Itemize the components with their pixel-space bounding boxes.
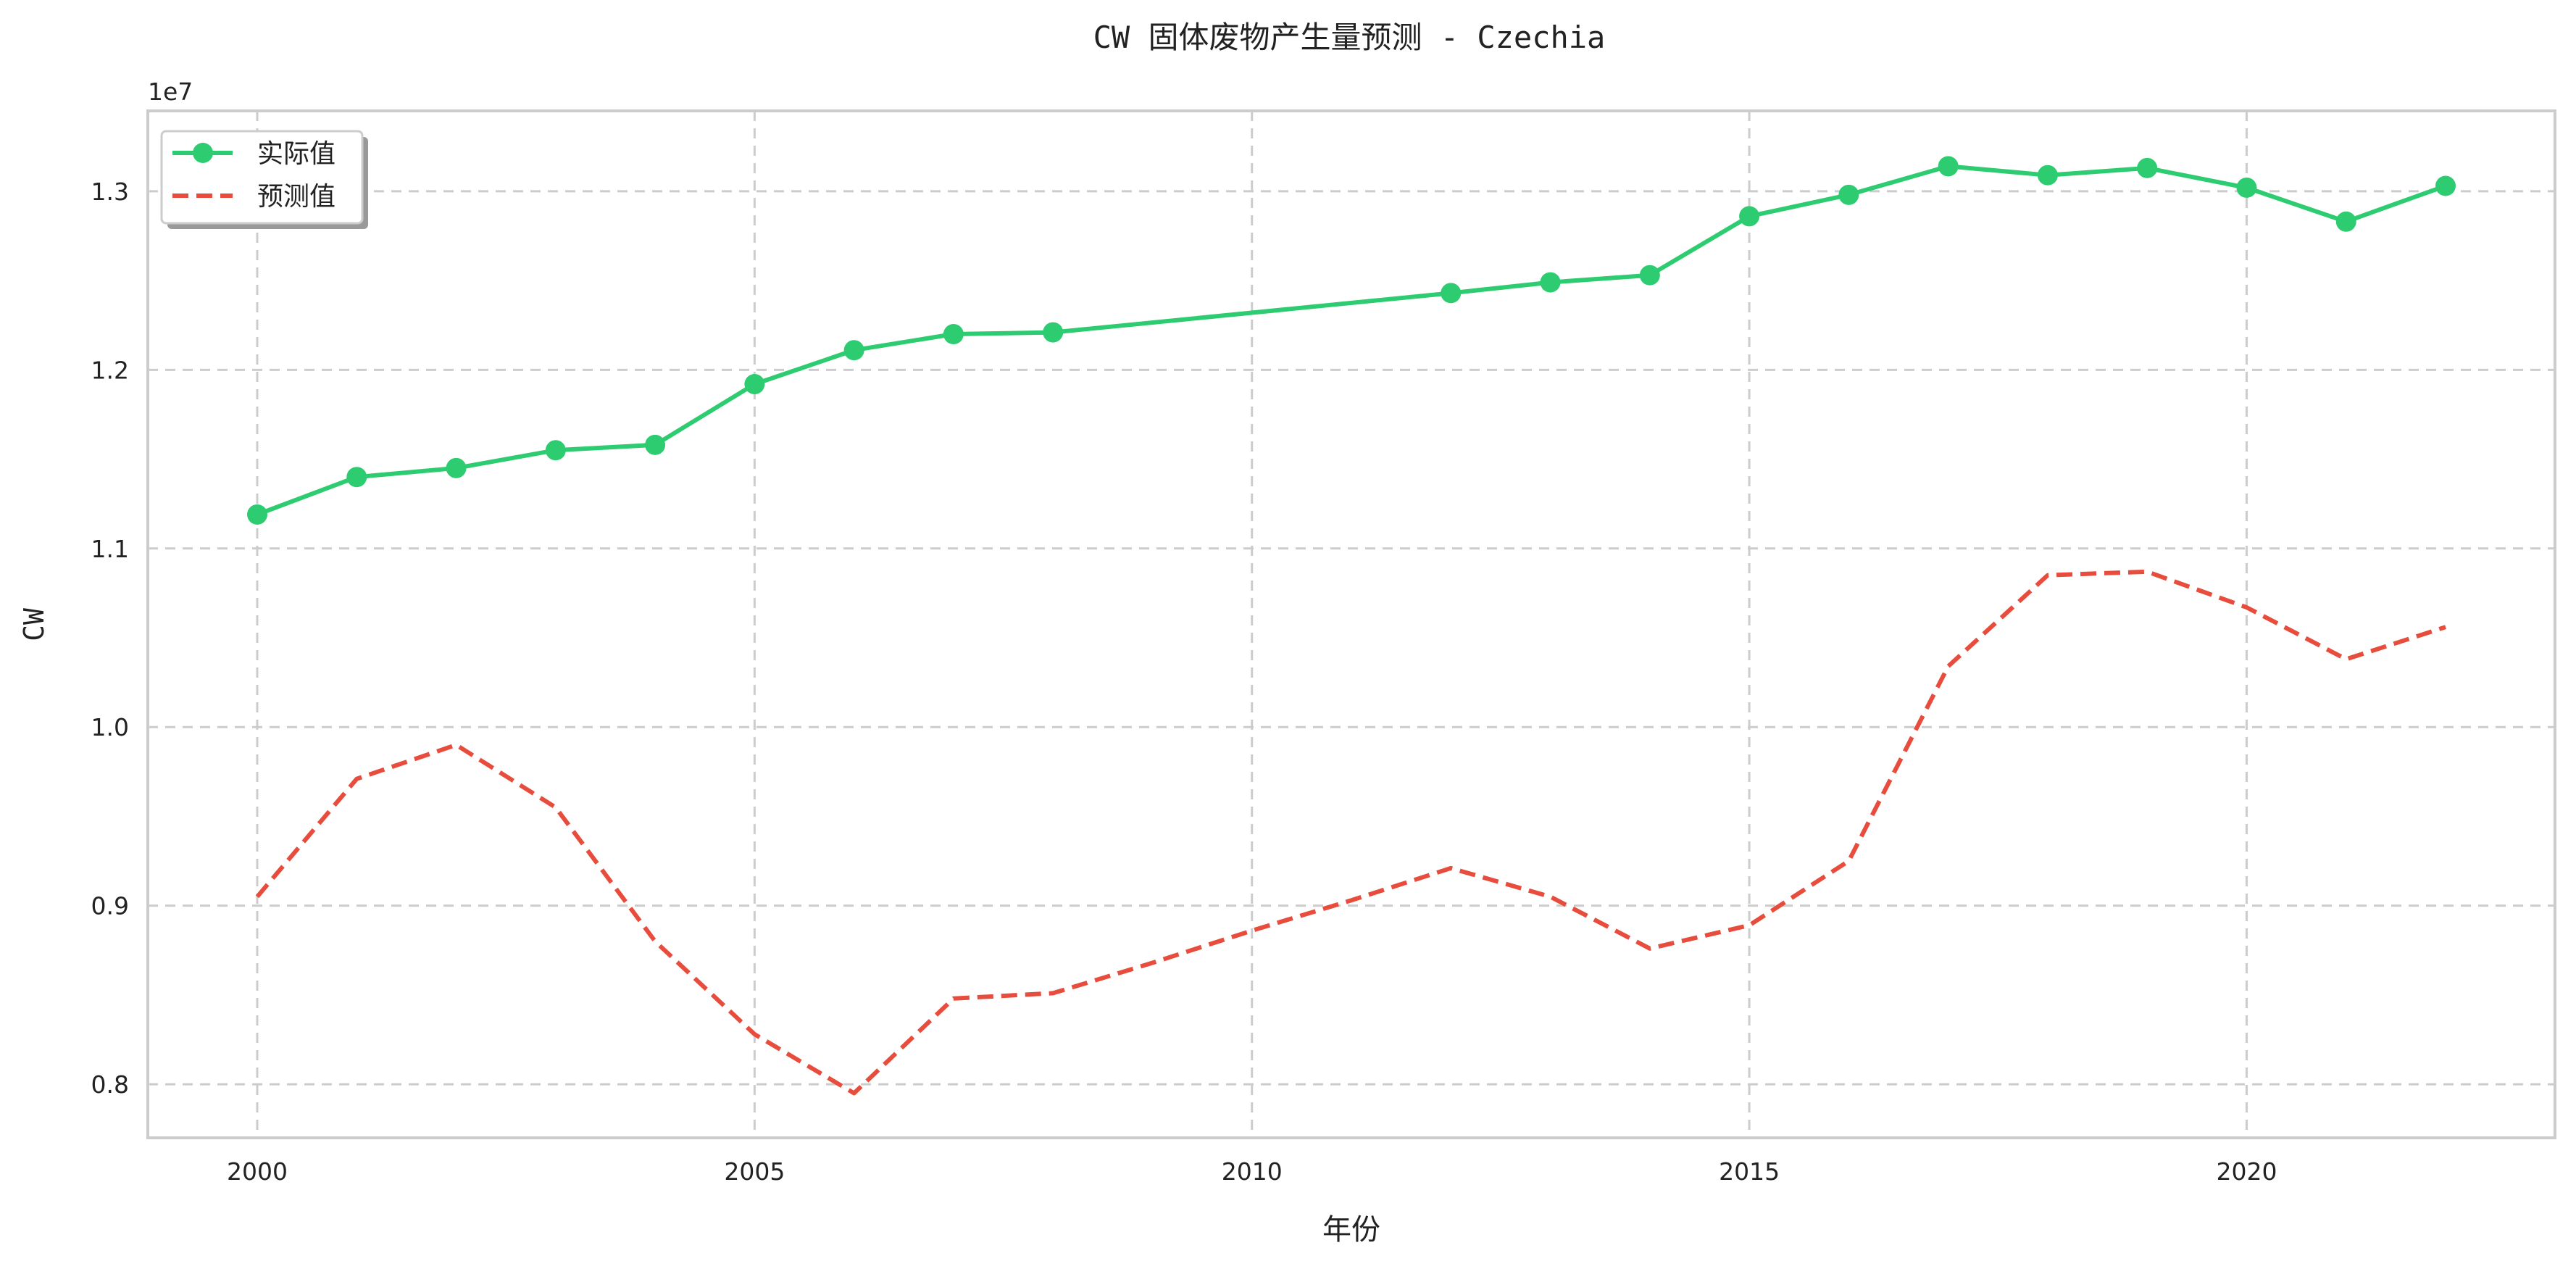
grid-layer — [148, 111, 2555, 1138]
series-0-point-0 — [247, 504, 267, 525]
y-tick-labels: 0.8 0.9 1.0 1.1 1.2 1.3 — [91, 178, 129, 1099]
series-0-point-12 — [1739, 206, 1760, 227]
x-tick-label-0: 2000 — [227, 1157, 288, 1186]
series-0-point-17 — [2236, 177, 2257, 198]
series-line-0 — [256, 164, 2447, 517]
series-0-point-11 — [1639, 265, 1660, 286]
series-0-point-8 — [1043, 322, 1064, 343]
legend-label-actual: 实际值 — [257, 139, 335, 169]
y-tick-label-4: 1.2 — [91, 356, 129, 384]
y-tick-label-5: 1.3 — [91, 178, 129, 206]
series-0-point-9 — [1441, 283, 1462, 304]
series-0-point-16 — [2137, 157, 2158, 178]
series-0-point-15 — [2037, 165, 2058, 186]
y-tick-label-2: 1.0 — [91, 713, 129, 741]
chart-title: CW 固体废物产生量预测 - Czechia — [1093, 20, 1606, 55]
series-0-point-1 — [346, 467, 367, 488]
x-axis-label: 年份 — [1322, 1213, 1380, 1247]
legend-label-forecast: 预测值 — [257, 182, 335, 212]
series-0-point-3 — [545, 440, 566, 461]
x-tick-label-4: 2020 — [2216, 1157, 2277, 1186]
plot-area — [146, 109, 2556, 1139]
x-tick-labels: 2000 2005 2010 2015 2020 — [227, 1157, 2277, 1186]
series-0-point-4 — [645, 434, 666, 455]
series-line-1 — [255, 569, 2446, 1096]
x-tick-label-2: 2010 — [1222, 1157, 1283, 1186]
y-offset-label: 1e7 — [148, 78, 193, 106]
series-0-point-5 — [744, 374, 765, 395]
x-tick-label-1: 2005 — [724, 1157, 785, 1186]
series-0-point-13 — [1838, 184, 1859, 205]
series-0-point-7 — [943, 324, 964, 345]
x-tick-label-3: 2015 — [1719, 1157, 1780, 1186]
series-0-point-19 — [2435, 175, 2456, 196]
legend-marker-actual — [193, 143, 213, 163]
y-tick-label-3: 1.1 — [91, 535, 129, 563]
series-0-point-14 — [1938, 156, 1959, 177]
y-axis-label: CW — [18, 608, 50, 641]
y-tick-label-0: 0.8 — [91, 1070, 129, 1099]
legend: 实际值 预测值 — [160, 130, 368, 229]
series-0-point-18 — [2335, 211, 2356, 232]
series-0-point-2 — [446, 457, 467, 478]
series-0-point-6 — [843, 340, 864, 361]
y-tick-label-1: 0.9 — [91, 892, 129, 920]
series-0-point-10 — [1540, 272, 1561, 293]
series-layer — [247, 156, 2456, 1096]
